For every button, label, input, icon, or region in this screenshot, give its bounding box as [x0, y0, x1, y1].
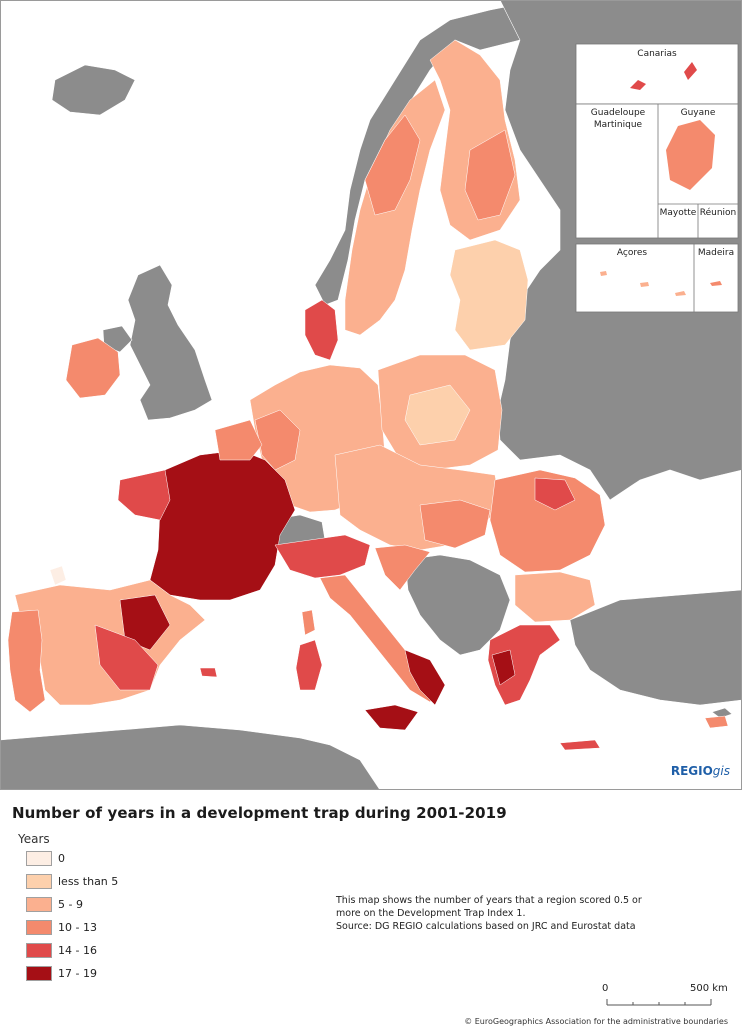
spain-south-region	[94, 624, 159, 691]
baltic-states-region	[449, 239, 529, 351]
guyane-shape	[666, 120, 715, 190]
note-line-1: This map shows the number of years that …	[336, 895, 642, 906]
legend-label: 5 - 9	[58, 897, 83, 911]
greece-west-region	[491, 649, 516, 686]
north-africa-region	[0, 724, 381, 791]
crete-region	[559, 739, 601, 751]
cyprus-north-region	[711, 707, 733, 719]
inset-label-martinique: Martinique	[594, 120, 643, 130]
inset-label-guyane: Guyane	[681, 108, 716, 118]
legend-title: Years	[18, 832, 50, 846]
legend-swatch	[26, 965, 52, 981]
legend-item-4: 14 - 16	[26, 942, 97, 958]
france-north-region	[214, 419, 263, 461]
sardinia-region	[295, 639, 323, 691]
greece-region	[487, 624, 561, 706]
legend-label: 0	[58, 851, 65, 865]
canarias-islands	[630, 62, 697, 90]
great-britain-region	[127, 264, 213, 421]
legend-panel: Number of years in a development trap du…	[0, 792, 742, 1034]
legend-item-1: less than 5	[26, 873, 118, 889]
italy-south-region	[404, 649, 446, 706]
romania-region	[489, 469, 606, 573]
legend-item-0: 0	[26, 850, 65, 866]
legend-label: 10 - 13	[58, 920, 97, 934]
legend-label: 17 - 19	[58, 966, 97, 980]
legend-swatch	[26, 919, 52, 935]
inset-azores-madeira	[575, 243, 739, 313]
italy-north-region	[274, 534, 371, 579]
map-title: Number of years in a development trap du…	[12, 804, 507, 822]
legend-item-2: 5 - 9	[26, 896, 83, 912]
inset-label-acores: Açores	[617, 248, 647, 258]
legend-swatch	[26, 873, 52, 889]
inset-label-canarias: Canarias	[637, 49, 677, 59]
legend-item-5: 17 - 19	[26, 965, 97, 981]
legend-label: less than 5	[58, 874, 119, 888]
germany-west-region	[254, 409, 301, 471]
spain-nw-region	[49, 565, 67, 586]
inset-panels: Canarias Guadeloupe Martinique Guyane Ma…	[575, 43, 739, 313]
bulgaria-region	[514, 571, 596, 623]
inset-label-mayotte: Mayotte	[660, 208, 697, 218]
map-panel: Canarias Guadeloupe Martinique Guyane Ma…	[0, 0, 742, 791]
map-note: This map shows the number of years that …	[336, 894, 666, 933]
eu-regions	[7, 39, 729, 751]
iceland-region	[51, 64, 136, 116]
sweden-north-region	[364, 114, 421, 216]
azores-islands	[600, 271, 686, 296]
legend-label: 14 - 16	[58, 943, 97, 957]
poland-central-region	[404, 384, 471, 446]
legend-swatch	[26, 896, 52, 912]
inset-label-reunion: Réunion	[700, 207, 737, 218]
legend-swatch	[26, 850, 52, 866]
copyright-text: © EuroGeographics Association for the ad…	[464, 1017, 728, 1026]
legend-swatch	[26, 942, 52, 958]
scale-max-label: 500 km	[690, 983, 728, 994]
croatia-region	[374, 544, 431, 591]
spain-east-region	[119, 594, 171, 651]
balearic-region	[199, 667, 218, 678]
cyprus-region	[704, 715, 729, 729]
france-west-region	[117, 469, 171, 521]
scale-zero-label: 0	[602, 983, 609, 994]
finland-east-region	[464, 129, 516, 221]
sicily-region	[364, 704, 419, 731]
ireland-region	[65, 337, 121, 399]
portugal-region	[7, 609, 46, 713]
regio-gis-logo: REGIOgis	[670, 764, 730, 778]
madeira-islands	[710, 281, 722, 286]
france-region	[149, 449, 296, 601]
corsica-region	[301, 609, 316, 636]
legend-item-3: 10 - 13	[26, 919, 97, 935]
inset-label-madeira: Madeira	[698, 248, 734, 258]
map-canvas: Canarias Guadeloupe Martinique Guyane Ma…	[0, 0, 742, 791]
hungary-region	[419, 499, 491, 549]
romania-ne-region	[534, 477, 576, 511]
inset-overseas	[575, 103, 739, 239]
note-line-2: more on the Development Trap Index 1.	[336, 908, 526, 919]
denmark-region	[304, 299, 339, 361]
turkey-region	[569, 589, 742, 706]
inset-label-guadeloupe: Guadeloupe	[591, 108, 646, 118]
inset-canarias	[575, 43, 739, 105]
scale-bar	[606, 999, 712, 1006]
note-line-3: Source: DG REGIO calculations based on J…	[336, 921, 636, 932]
